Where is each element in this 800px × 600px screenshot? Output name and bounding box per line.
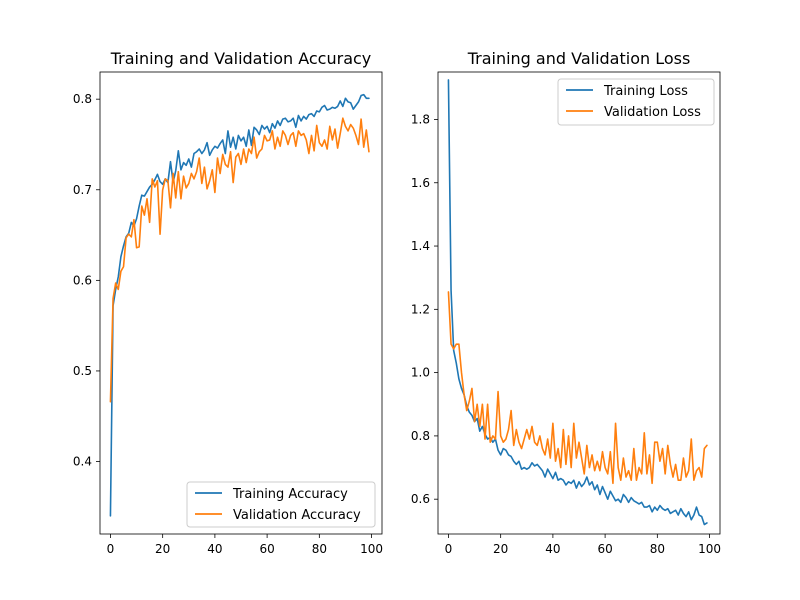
loss-x-tick-label: 100	[698, 542, 721, 556]
accuracy-chart: Training and Validation Accuracy 0 20 40 60…	[73, 49, 383, 556]
accuracy-x-tick-label: 80	[312, 542, 327, 556]
loss-chart-axes-frame	[437, 71, 721, 535]
loss-x-tick-label: 60	[597, 542, 612, 556]
loss-y-tick-label: 0.6	[411, 492, 430, 506]
accuracy-x-tick-label: 0	[107, 542, 115, 556]
legend-label-training-accuracy: Training Accuracy	[232, 487, 348, 502]
accuracy-x-tick-label: 100	[360, 542, 383, 556]
accuracy-chart-legend: Training Accuracy Validation Accuracy	[186, 481, 376, 528]
legend-label-validation-accuracy: Validation Accuracy	[233, 508, 361, 523]
accuracy-y-tick-label: 0.8	[73, 92, 92, 106]
loss-chart-plot-area	[447, 79, 708, 526]
loss-chart-legend-box	[557, 78, 715, 126]
loss-x-tick-label: 20	[493, 542, 508, 556]
legend-label-training-loss: Training Loss	[603, 84, 688, 99]
loss-x-tick-label: 40	[545, 542, 560, 556]
loss-chart-title: Training and Validation Loss	[467, 49, 691, 68]
accuracy-x-tick-label: 40	[207, 542, 222, 556]
accuracy-y-tick-label: 0.5	[73, 364, 92, 378]
accuracy-chart-ticks: 0 20 40 60 80 100 0.4 0.5 0.6 0.7 0.8	[73, 92, 383, 556]
series-line-validation-accuracy	[109, 117, 370, 403]
loss-y-tick-label: 1.2	[411, 302, 430, 316]
loss-chart-ticks: 0 20 40 60 80 100 0.6 0.8 1.0 1.2 1.4 1.6 1.8	[411, 112, 721, 556]
accuracy-chart-plot-area	[109, 93, 370, 517]
loss-chart-legend: Training Loss Validation Loss	[557, 78, 715, 126]
loss-y-tick-label: 1.8	[411, 112, 430, 126]
loss-x-tick-label: 80	[650, 542, 665, 556]
accuracy-y-tick-label: 0.7	[73, 183, 92, 197]
accuracy-x-tick-label: 20	[155, 542, 170, 556]
loss-y-tick-label: 1.6	[411, 176, 430, 190]
loss-y-tick-label: 1.4	[411, 239, 430, 253]
accuracy-y-tick-label: 0.6	[73, 273, 92, 287]
loss-y-tick-label: 0.8	[411, 429, 430, 443]
legend-label-validation-loss: Validation Loss	[604, 105, 701, 120]
series-line-validation-loss	[447, 291, 708, 485]
accuracy-chart-legend-box	[186, 481, 376, 528]
accuracy-y-tick-label: 0.4	[73, 455, 92, 469]
accuracy-x-tick-label: 60	[259, 542, 274, 556]
accuracy-chart-title: Training and Validation Accuracy	[110, 49, 372, 68]
loss-x-tick-label: 0	[445, 542, 453, 556]
loss-chart: Training and Validation Loss 0 20 40 60 80 10…	[411, 49, 721, 556]
loss-y-tick-label: 1.0	[411, 366, 430, 380]
accuracy-chart-axes-frame	[99, 71, 383, 535]
